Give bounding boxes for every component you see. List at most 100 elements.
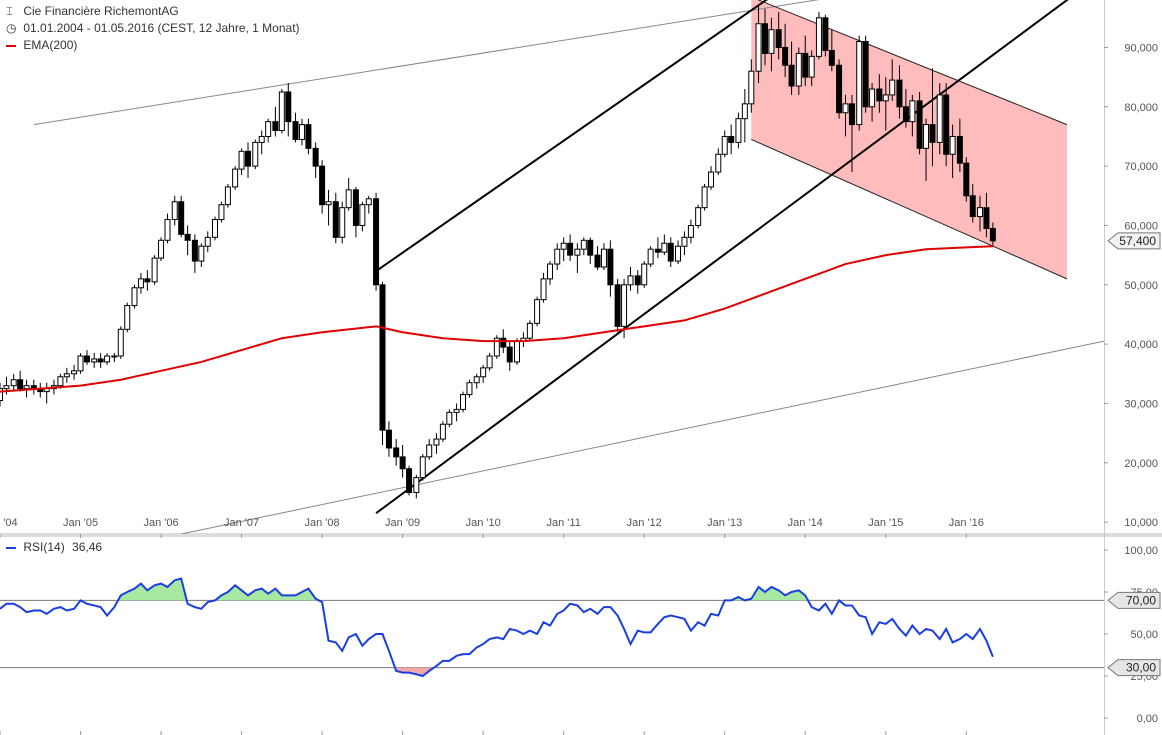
- candle: [493, 337, 500, 357]
- candle: [0, 388, 3, 401]
- candle: [466, 382, 473, 396]
- candle: [83, 355, 90, 363]
- candle: [480, 367, 487, 378]
- candle: [252, 141, 259, 167]
- candle: [453, 408, 460, 413]
- candle: [755, 23, 762, 72]
- candle: [822, 17, 829, 51]
- candle: [560, 242, 567, 250]
- candle: [554, 248, 561, 265]
- rsi-line: [0, 577, 994, 678]
- candle: [600, 248, 607, 268]
- candle: [278, 91, 285, 132]
- rsi-level-tag: [1107, 659, 1161, 677]
- candle: [795, 52, 802, 87]
- candle: [191, 239, 198, 262]
- candle: [708, 171, 715, 188]
- candle: [63, 373, 70, 378]
- candle: [546, 263, 553, 280]
- candle: [735, 118, 742, 143]
- candle: [71, 370, 78, 375]
- candle: [896, 79, 903, 108]
- candle: [124, 305, 131, 330]
- candle: [97, 358, 104, 363]
- candle: [989, 227, 996, 242]
- candle: [332, 201, 339, 238]
- rsi-overbought-fill: [744, 586, 809, 601]
- candle: [976, 207, 983, 218]
- candle: [949, 135, 956, 155]
- rsi-overbought-fill: [118, 578, 187, 601]
- candle: [856, 41, 863, 126]
- candle: [426, 444, 433, 458]
- candle: [272, 121, 279, 132]
- candle: [621, 284, 628, 327]
- date-range: 01.01.2004 - 01.05.2016 (CEST, 12 Jahre,…: [23, 21, 300, 35]
- candle: [137, 278, 144, 289]
- candle: [526, 322, 533, 339]
- candle: [111, 355, 118, 358]
- price-y-tick-label: 80,000: [1124, 102, 1158, 114]
- candle: [413, 477, 420, 493]
- price-y-tick-label: 50,000: [1124, 280, 1158, 292]
- candle: [943, 94, 950, 155]
- candle: [17, 379, 24, 390]
- candle: [923, 124, 930, 149]
- rsi-y-tick-label: 50,00: [1130, 629, 1158, 641]
- candle: [164, 219, 171, 241]
- ema-legend[interactable]: EMA(200): [6, 38, 77, 52]
- candle: [319, 165, 326, 206]
- candle: [352, 189, 359, 226]
- trendline-0: [33, 0, 820, 126]
- price-y-tick-label: 20,000: [1124, 458, 1158, 470]
- candle: [500, 337, 507, 348]
- candle: [365, 198, 372, 206]
- x-tick-label: Jan '12: [627, 517, 662, 529]
- candle: [117, 328, 124, 357]
- candle: [345, 189, 352, 209]
- candle: [393, 447, 400, 458]
- candle: [57, 376, 64, 387]
- candle: [701, 186, 708, 209]
- rsi-legend-swatch: [6, 546, 16, 549]
- candle: [848, 103, 855, 126]
- candle: [634, 275, 641, 286]
- candle: [808, 55, 815, 78]
- candle: [647, 248, 654, 265]
- x-tick-label: Jan '13: [707, 517, 742, 529]
- candle: [675, 245, 682, 262]
- rsi-legend-label: RSI(14): [23, 540, 65, 554]
- candle: [782, 46, 789, 66]
- candle: [641, 263, 648, 286]
- rsi-level-tag: [1107, 591, 1161, 609]
- candle: [385, 429, 392, 449]
- chart-title-row: ⌶ Cie Financière RichemontAG: [6, 4, 179, 19]
- candle: [768, 29, 775, 54]
- ema-legend-label: EMA(200): [23, 38, 78, 52]
- x-tick-label: Jan '16: [949, 517, 984, 529]
- candle: [741, 103, 748, 120]
- x-tick-label: Jan '14: [788, 517, 823, 529]
- rsi-y-tick-label: 0,00: [1137, 713, 1158, 725]
- rsi-legend[interactable]: RSI(14) 36,46: [6, 540, 102, 554]
- candle: [654, 248, 661, 253]
- price-panel: [0, 0, 1104, 534]
- candle: [218, 204, 225, 221]
- x-tick-label: Jan '06: [143, 517, 178, 529]
- candle: [882, 94, 889, 102]
- candle: [983, 207, 990, 229]
- price-y-tick-label: 30,000: [1124, 398, 1158, 410]
- x-tick-label: Jan '11: [547, 517, 581, 529]
- candle: [836, 64, 843, 114]
- candle: [77, 355, 84, 372]
- ema-line: [0, 245, 993, 393]
- candle: [540, 278, 547, 301]
- candle: [902, 106, 909, 123]
- candle: [399, 456, 406, 470]
- candle: [419, 456, 426, 479]
- candle: [158, 239, 165, 259]
- chart-title: Cie Financière RichemontAG: [23, 4, 179, 18]
- candle: [232, 168, 239, 188]
- candle: [359, 204, 366, 226]
- candle: [144, 278, 151, 283]
